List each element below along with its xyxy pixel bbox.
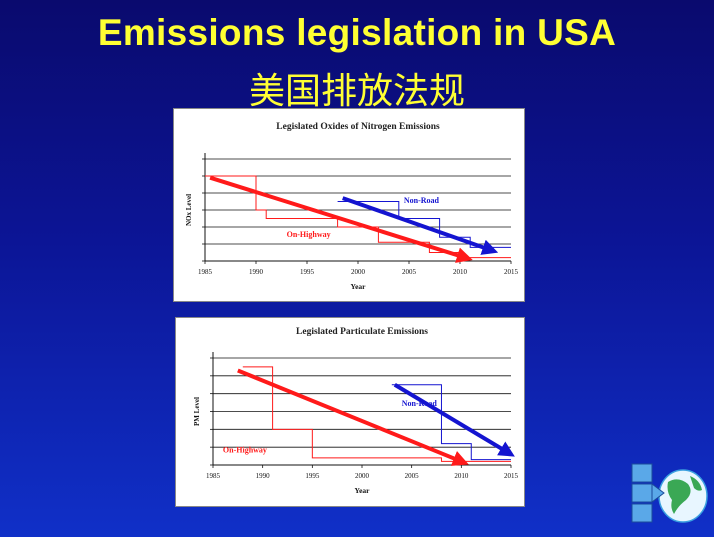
x-axis-label: Year <box>351 282 367 291</box>
pm-chart-panel: Legislated Particulate Emissions 1985 1990… <box>175 317 525 507</box>
logo-block-s <box>631 463 653 483</box>
trend-arrow-on-highway <box>209 175 473 263</box>
slide-title: Emissions legislation in USA <box>97 12 617 53</box>
trend-arrow-on-highway <box>237 368 469 466</box>
series-label: On-Highway <box>223 446 267 455</box>
chart-title: Legislated Particulate Emissions <box>296 327 428 337</box>
x-tick-label: 2005 <box>402 268 417 276</box>
x-tick-label: 2005 <box>405 472 420 480</box>
series-on-highway-step <box>205 175 511 259</box>
x-tick-label: 2015 <box>504 268 519 276</box>
x-tick-label: 1990 <box>256 472 271 480</box>
x-tick-label: 2000 <box>351 268 366 276</box>
x-tick-label: 1985 <box>206 472 221 480</box>
series-label: Non-Road <box>402 399 438 408</box>
chart-title: Legislated Oxides of Nitrogen Emissions <box>276 122 440 132</box>
series-label: Non-Road <box>404 196 440 205</box>
y-axis-label: PM Level <box>193 397 201 426</box>
nox-chart: Legislated Oxides of Nitrogen Emissions 1… <box>185 122 519 291</box>
series-non-road-step <box>391 384 511 461</box>
logo-block-i <box>631 503 653 523</box>
x-tick-label: 2010 <box>454 472 469 480</box>
globe-land-2 <box>690 476 702 491</box>
x-tick-label: 1995 <box>300 268 315 276</box>
nox-chart-panel: Legislated Oxides of Nitrogen Emissions 1… <box>173 108 525 302</box>
series-non-road-step <box>337 201 511 248</box>
x-tick-label: 2010 <box>453 268 468 276</box>
series-on-highway-step <box>242 366 511 462</box>
logo-block-r <box>631 483 653 503</box>
x-tick-label: 1985 <box>198 268 213 276</box>
x-tick-label: 1995 <box>305 472 320 480</box>
y-axis-label: NOx Level <box>185 194 193 226</box>
x-tick-label: 2015 <box>504 472 519 480</box>
series-label: On-Highway <box>287 230 331 239</box>
logo-arrow <box>651 483 665 503</box>
trend-arrow-non-road <box>342 196 499 255</box>
trend-arrow-non-road <box>393 383 515 457</box>
slide-subtitle-chinese: 美国排放法规 <box>248 71 465 112</box>
globe-land <box>667 479 691 514</box>
sri-logo <box>631 463 708 523</box>
x-axis-label: Year <box>355 486 371 495</box>
x-tick-label: 2000 <box>355 472 370 480</box>
x-tick-label: 1990 <box>249 268 264 276</box>
pm-chart: Legislated Particulate Emissions 1985 1990… <box>193 327 519 495</box>
